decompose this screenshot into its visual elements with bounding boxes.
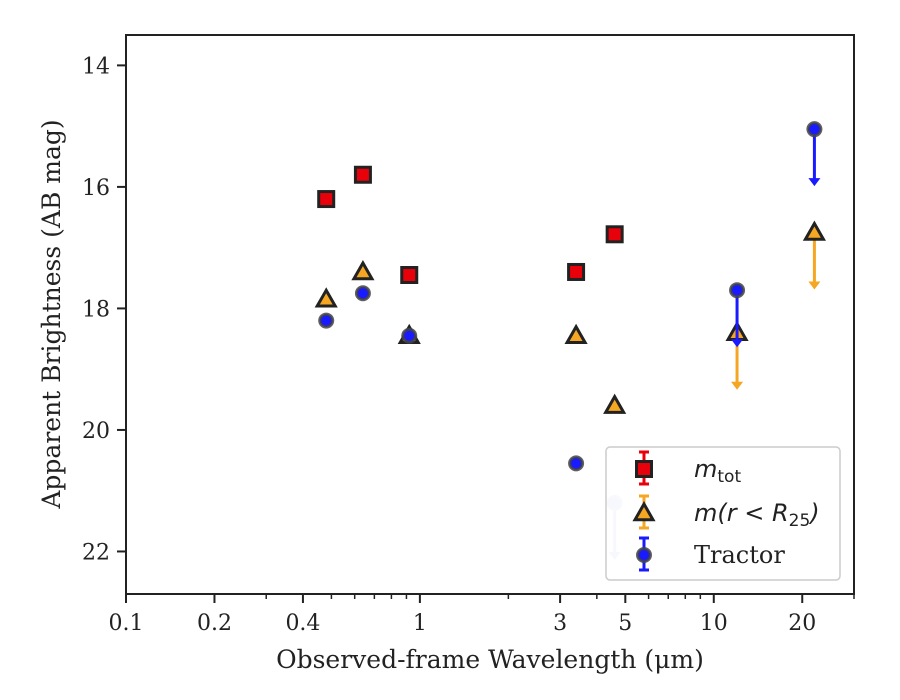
x-tick-label: 10: [700, 611, 728, 636]
x-tick-label: 3: [553, 611, 567, 636]
legend-label: mtot: [694, 455, 741, 487]
data-point-circle: [729, 282, 746, 299]
data-point-square: [605, 225, 624, 244]
y-tick-label: 16: [82, 176, 110, 201]
data-point-square: [353, 165, 372, 184]
data-marks: [314, 121, 826, 560]
x-tick-label: 0.4: [285, 611, 320, 636]
legend: mtot m(r < R25) Tractor: [605, 446, 841, 581]
axis-ticks: 0.1 0.2 0.4 1 3 5 10 20 14 16 18 20 22: [82, 54, 855, 636]
legend-item: mtot: [635, 450, 741, 487]
upper-limit-arrow-head: [731, 339, 744, 348]
y-tick-label: 20: [82, 419, 110, 444]
legend-item: m(r < R25): [632, 494, 820, 531]
data-point-circle: [568, 455, 585, 472]
data-point-triangle: [351, 259, 375, 281]
data-point-square: [400, 266, 419, 285]
y-tick-label: 18: [82, 297, 110, 322]
data-point-square: [317, 190, 336, 209]
legend-box: [605, 446, 841, 581]
data-point-triangle: [564, 323, 588, 345]
x-tick-label: 0.1: [109, 611, 144, 636]
legend-label: m(r < R25): [694, 499, 820, 531]
y-tick-label: 14: [82, 54, 110, 79]
x-tick-label: 20: [788, 611, 816, 636]
data-point-square: [567, 262, 586, 281]
data-point-triangle: [802, 220, 826, 241]
x-tick-label: 5: [618, 611, 632, 636]
upper-limit-arrow-head: [808, 178, 821, 187]
legend-marker-triangle: [632, 500, 656, 522]
plot-frame: [125, 34, 855, 595]
upper-limit-arrow-head: [808, 281, 821, 290]
y-tick-label: 22: [82, 540, 110, 565]
data-point-circle: [806, 121, 823, 138]
y-axis-label: Apparent Brightness (AB mag): [37, 119, 66, 509]
legend-marker-square: [635, 460, 653, 478]
x-tick-label: 0.2: [197, 611, 232, 636]
legend-marker-circle: [636, 547, 652, 563]
legend-label: Tractor: [694, 541, 785, 569]
legend-item: Tractor: [636, 536, 785, 572]
x-axis-label: Observed-frame Wavelength (μm): [276, 645, 704, 674]
x-tick-label: 1: [413, 611, 427, 636]
series-square: [317, 165, 624, 285]
data-point-circle: [401, 327, 418, 344]
data-point-triangle: [603, 393, 627, 414]
data-point-circle: [354, 285, 371, 302]
upper-limit-arrow-head: [731, 381, 744, 390]
data-point-triangle: [314, 287, 338, 308]
data-point-circle: [318, 312, 335, 329]
